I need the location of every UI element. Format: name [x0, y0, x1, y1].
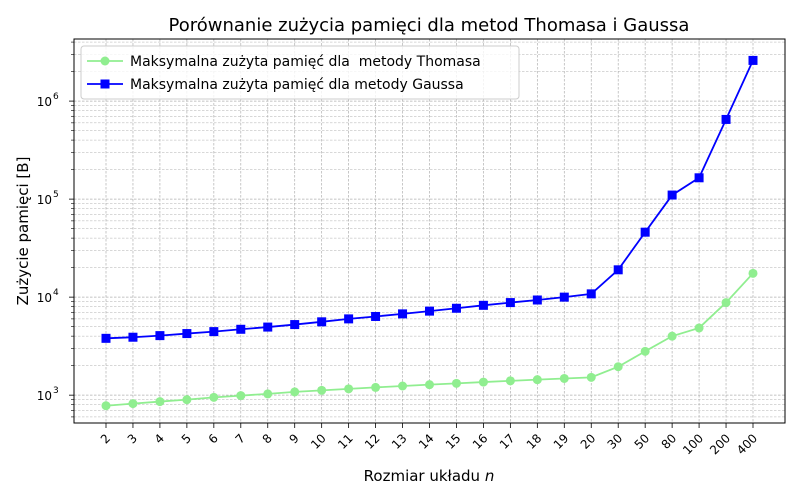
data-point-0-6	[263, 389, 273, 399]
data-point-0-13	[451, 378, 461, 388]
y-tick-label: 10	[37, 389, 52, 403]
y-tick-label: 10	[37, 291, 52, 305]
data-point-1-10	[371, 311, 381, 321]
series-layer	[101, 55, 758, 411]
chart-title: Porównanie zużycia pamięci dla metod Tho…	[169, 15, 690, 36]
legend-label-gauss: Maksymalna zużyta pamięć dla metody Gaus…	[130, 77, 464, 93]
legend-label-thomas: Maksymalna zużyta pamięć dla metody Thom…	[130, 54, 481, 70]
legend-frame	[80, 45, 520, 100]
data-point-0-5	[236, 391, 246, 401]
data-point-1-18	[586, 289, 596, 299]
data-point-0-3	[182, 395, 192, 405]
data-point-0-8	[317, 385, 327, 395]
legend-marker-thomas	[100, 56, 110, 66]
data-point-0-19	[613, 362, 623, 372]
data-point-1-19	[613, 265, 623, 275]
data-point-0-4	[209, 392, 219, 402]
data-point-0-20	[640, 346, 650, 356]
y-tick-label: 10	[37, 95, 52, 109]
x-axis-ticks: 2 3 4 5 6 7 8 9 10 11 12 13 14 15 16 17 18 19 20 30 50 80 100 2…	[98, 423, 760, 457]
data-point-1-4	[209, 327, 219, 337]
data-point-0-18	[586, 372, 596, 382]
data-point-0-1	[128, 399, 138, 409]
data-point-0-23	[721, 298, 731, 308]
data-point-0-22	[694, 323, 704, 333]
data-point-1-3	[182, 329, 192, 339]
data-point-1-11	[398, 309, 408, 319]
data-point-0-12	[425, 380, 434, 390]
data-point-1-6	[263, 322, 273, 332]
y-tick-exponent: 6	[53, 92, 59, 102]
data-point-1-14	[478, 300, 488, 310]
y-tick-exponent: 3	[53, 386, 59, 396]
data-point-0-0	[101, 401, 111, 411]
data-point-1-16	[532, 295, 542, 305]
data-point-0-17	[559, 373, 569, 383]
data-point-1-13	[451, 303, 461, 313]
y-tick-label: 10	[37, 193, 52, 207]
data-point-1-23	[721, 114, 731, 124]
data-point-1-12	[425, 306, 434, 316]
data-point-0-9	[344, 384, 354, 394]
data-point-1-9	[344, 314, 354, 324]
grid	[74, 39, 785, 423]
y-tick-exponent: 5	[53, 190, 59, 200]
data-point-1-15	[505, 298, 515, 308]
data-point-1-7	[290, 320, 300, 330]
data-point-0-11	[398, 381, 408, 391]
data-point-1-24	[748, 55, 758, 65]
data-point-1-20	[640, 227, 650, 237]
data-point-0-7	[290, 387, 300, 397]
data-point-1-2	[155, 331, 165, 341]
data-point-1-8	[317, 317, 327, 327]
data-point-0-2	[155, 397, 165, 407]
data-point-1-21	[667, 190, 677, 200]
legend-marker-gauss	[100, 79, 110, 89]
x-axis-label: Rozmiar układu n	[364, 467, 495, 485]
data-point-0-21	[667, 331, 677, 341]
data-point-1-1	[128, 332, 138, 342]
data-point-0-24	[748, 268, 758, 278]
data-point-0-15	[505, 376, 515, 386]
y-axis-label: Zużycie pamięci [B]	[14, 157, 32, 306]
data-point-0-14	[478, 377, 488, 387]
data-point-1-17	[559, 292, 569, 302]
data-point-0-10	[371, 382, 381, 392]
data-point-1-0	[101, 333, 111, 343]
data-point-0-16	[532, 375, 542, 385]
legend: Maksymalna zużyta pamięć dla metody Thom…	[80, 45, 520, 100]
data-point-1-22	[694, 173, 704, 183]
y-tick-exponent: 4	[53, 288, 59, 298]
data-point-1-5	[236, 324, 246, 334]
